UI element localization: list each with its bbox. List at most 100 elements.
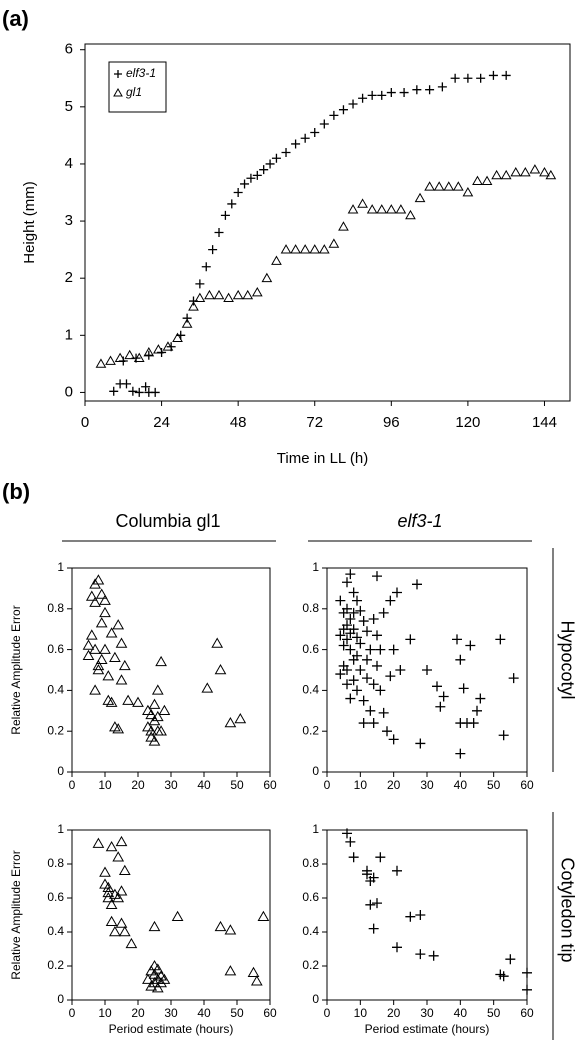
point [500,169,512,180]
point [462,187,474,197]
column-title: Columbia gl1 [115,511,220,531]
point [150,387,160,397]
y-tick-label: 0.6 [302,642,319,656]
point [115,885,128,896]
y-axis-label: Relative Amplitude Error [9,605,23,734]
point [145,731,158,742]
point [388,644,399,655]
point [112,891,125,903]
point [105,840,118,852]
point [92,663,105,675]
point [172,332,183,343]
point [352,595,362,606]
point [414,192,426,203]
point [92,837,105,848]
y-tick-label: 1 [312,822,319,836]
point [148,968,161,979]
point [342,828,352,839]
point [468,718,479,729]
y-tick-label: 0.4 [47,683,64,697]
point [382,726,392,737]
point [124,349,136,360]
point [366,204,378,214]
point [99,643,111,654]
point [358,718,369,729]
point [345,836,356,847]
point [148,735,161,746]
point [395,665,406,675]
point [385,671,396,682]
point [450,73,460,83]
y-tick-label: 5 [65,98,73,115]
x-tick-label: 20 [387,1006,401,1020]
y-tick-label: 3 [65,212,73,229]
point [328,238,340,248]
point [227,199,237,209]
point [352,685,362,696]
point [92,574,105,585]
point [109,651,121,663]
point [358,695,369,706]
x-tick-label: 40 [197,1006,211,1020]
panel-label: (a) [2,6,29,31]
point [365,705,376,716]
point [132,696,144,707]
x-tick-label: 30 [420,778,434,792]
y-tick-label: 0.6 [302,890,319,904]
point [134,387,144,397]
y-tick-label: 0.2 [302,723,319,737]
point [392,587,402,598]
point [151,982,164,993]
point [388,734,399,745]
point [385,595,396,606]
x-tick-label: 60 [263,1006,277,1020]
point [181,318,193,328]
point [240,179,250,189]
point [95,358,107,368]
y-tick-label: 0.8 [47,601,64,615]
x-tick-label: 50 [230,778,244,792]
point [151,710,164,722]
x-tick-label: 0 [324,1006,331,1020]
point [378,707,389,718]
point [105,696,118,707]
point [335,630,346,641]
point [171,910,184,921]
point [102,670,115,681]
point [251,286,263,297]
x-tick-label: 60 [520,1006,534,1020]
point [118,864,131,876]
point [452,634,462,645]
legend-label: gl1 [126,85,142,99]
x-tick-label: 48 [230,414,247,431]
point [385,204,397,214]
point [519,167,531,177]
point [133,352,145,363]
point [151,963,164,974]
point [342,620,352,631]
point [472,175,483,185]
point [405,911,416,922]
x-tick-label: 10 [98,778,112,792]
point [415,738,426,749]
point [224,717,237,728]
point [99,866,111,877]
point [214,227,224,237]
point [435,701,446,712]
point [422,665,432,675]
point [365,644,376,655]
x-tick-label: 50 [230,1006,244,1020]
point [265,159,275,169]
point [508,673,519,684]
point [342,665,352,675]
point [345,644,356,655]
point [372,660,382,671]
point [115,917,128,928]
plot-frame [84,43,571,402]
point [495,634,506,645]
point [250,975,263,986]
point [348,852,359,863]
y-tick-label: 0.8 [302,856,319,870]
x-tick-label: 0 [324,778,331,792]
point [375,685,386,696]
